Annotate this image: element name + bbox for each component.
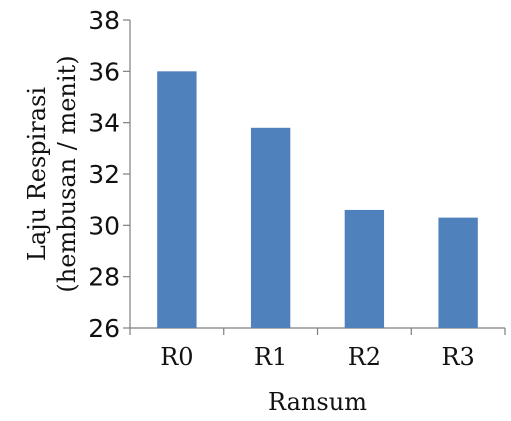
x-axis: R0 R1 R2 R3 [129, 327, 506, 371]
bar-r1 [250, 127, 291, 328]
bar-r3 [438, 217, 478, 328]
y-axis: 26 28 30 32 34 36 38 [88, 6, 131, 343]
x-axis-title: Ransum [268, 388, 367, 416]
y-tick-label: 36 [88, 57, 120, 86]
y-tick-label: 38 [88, 6, 120, 35]
y-tick-label: 34 [88, 109, 120, 138]
x-tick-label: R0 [160, 343, 193, 371]
y-tick-label: 32 [88, 160, 120, 189]
y-axis-title-line-1: Laju Respirasi [23, 87, 51, 262]
y-tick-label: 30 [88, 211, 120, 240]
x-tick-label: R3 [441, 343, 474, 371]
axis-titles: Laju Respirasi (hembusan / menit) Ransum [23, 55, 367, 416]
x-tick-label: R2 [348, 343, 381, 371]
x-tick-label: R1 [254, 343, 287, 371]
y-tick-label: 26 [88, 314, 120, 343]
y-tick-label: 28 [88, 263, 120, 292]
bar-r0 [157, 71, 197, 328]
bar-r2 [344, 209, 385, 328]
y-axis-title-line-2: (hembusan / menit) [53, 55, 81, 292]
bars [157, 71, 478, 328]
